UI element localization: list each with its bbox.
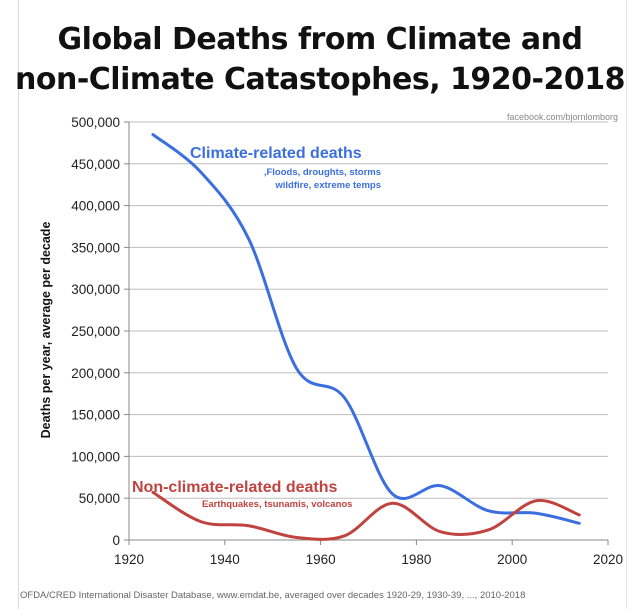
y-tick-label: 200,000 (71, 366, 120, 381)
x-tick-label: 1940 (210, 552, 240, 567)
series-sub-climate-1: Floods, droughts, storms, (263, 167, 381, 178)
y-tick-label: 150,000 (71, 408, 120, 423)
x-tick-label: 2000 (497, 552, 527, 567)
y-tick-label: 500,000 (71, 115, 120, 130)
series-label-climate: Climate-related deaths (190, 145, 362, 162)
y-tick-label: 50,000 (79, 491, 120, 506)
y-tick-label: 0 (112, 533, 120, 548)
x-tick-label: 1980 (401, 552, 431, 567)
source-credit: facebook.com/bjornlomborg (506, 112, 618, 122)
x-tick-label: 1960 (306, 552, 336, 567)
chart-title-line-1: Global Deaths from Climate and (57, 22, 583, 57)
series-sub-non-climate: Earthquakes, tsunamis, volcanos (202, 499, 353, 510)
y-tick-label: 450,000 (71, 157, 120, 172)
series-sub-climate-2: wildfire, extreme temps (275, 180, 381, 191)
y-tick-label: 250,000 (71, 324, 120, 339)
frame-line-right (626, 0, 627, 609)
x-tick-label: 1920 (114, 552, 144, 567)
y-tick-label: 350,000 (71, 240, 120, 255)
y-tick-label: 300,000 (71, 282, 120, 297)
y-tick-label: 400,000 (71, 199, 120, 214)
chart-title-line-2: non-Climate Catastophes, 1920-2018 (15, 62, 625, 97)
frame-line-left (18, 0, 19, 609)
series-line-non-climate (151, 490, 581, 541)
y-tick-label: 100,000 (71, 449, 120, 464)
series-label-non-climate: Non-climate-related deaths (132, 479, 338, 496)
x-tick-label: 2020 (593, 552, 623, 567)
series-line-climate (151, 133, 581, 525)
footer-source: OFDA/CRED International Disaster Databas… (20, 590, 526, 601)
y-axis-label: Deaths per year, average per decade (39, 221, 53, 439)
